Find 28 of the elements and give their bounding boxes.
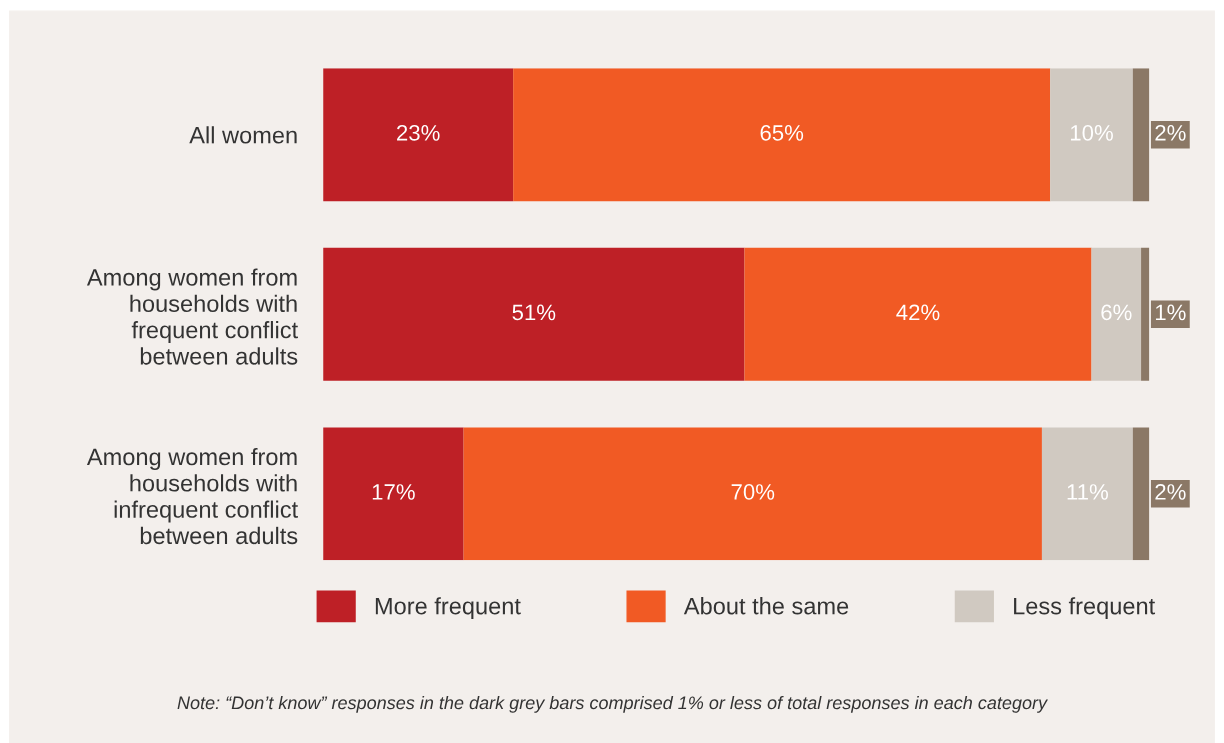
- bar: [744, 247, 1092, 381]
- data-label: 6%: [1101, 304, 1132, 321]
- data-label: 51%: [512, 304, 556, 321]
- data-label: 11%: [1067, 484, 1108, 500]
- legend-label: More frequent: [375, 597, 521, 620]
- data-label: 70%: [731, 484, 775, 500]
- bar: [1050, 68, 1133, 202]
- bar: [323, 247, 745, 381]
- bar: [323, 68, 514, 202]
- data-label: 17%: [372, 484, 415, 500]
- bar: [323, 427, 464, 561]
- data-label: 2%: [1155, 484, 1186, 500]
- data-label: 23%: [397, 125, 440, 141]
- y-tick-label: Among women from households with frequent conflict between adults: [86, 268, 298, 365]
- data-label: 1%: [1155, 304, 1186, 321]
- data-label: 2%: [1155, 125, 1186, 141]
- y-tick-label: All women: [189, 126, 297, 144]
- bar: [1041, 427, 1133, 561]
- text: Note: “Don’t know” responses in the dark grey bars comprised 1% or less of total responses in each category: [177, 695, 1048, 713]
- y-tick-label: Among women from households with infrequent conflict between adults: [86, 447, 298, 545]
- data-label: 10%: [1070, 125, 1113, 141]
- legend-label: About the same: [683, 597, 849, 615]
- data-label: 42%: [896, 304, 940, 321]
- legend-label: Less frequent: [1014, 597, 1156, 620]
- bar: [1091, 247, 1142, 381]
- data-label: 65%: [760, 125, 804, 141]
- bar: [463, 427, 1042, 561]
- bar: [513, 68, 1051, 202]
